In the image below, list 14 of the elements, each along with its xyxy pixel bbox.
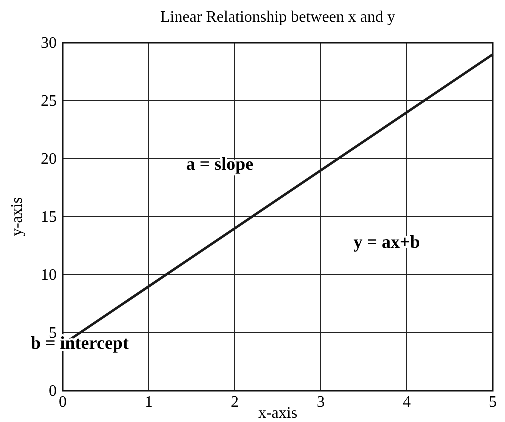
y-tick-label: 15 <box>41 209 57 226</box>
y-tick-label: 25 <box>41 93 57 110</box>
y-axis-title: y-axis <box>9 197 26 237</box>
x-tick-label: 3 <box>317 394 325 411</box>
x-axis-title: x-axis <box>258 405 298 422</box>
chart-title: Linear Relationship between x and y <box>160 9 396 26</box>
y-tick-label: 10 <box>41 267 57 284</box>
x-tick-label: 1 <box>145 394 153 411</box>
y-tick-label: 0 <box>49 383 57 400</box>
x-tick-label: 4 <box>403 394 411 411</box>
x-tick-label: 5 <box>489 394 497 411</box>
y-tick-label: 30 <box>41 35 57 52</box>
y-tick-label: 20 <box>41 151 57 168</box>
x-tick-label: 2 <box>231 394 239 411</box>
